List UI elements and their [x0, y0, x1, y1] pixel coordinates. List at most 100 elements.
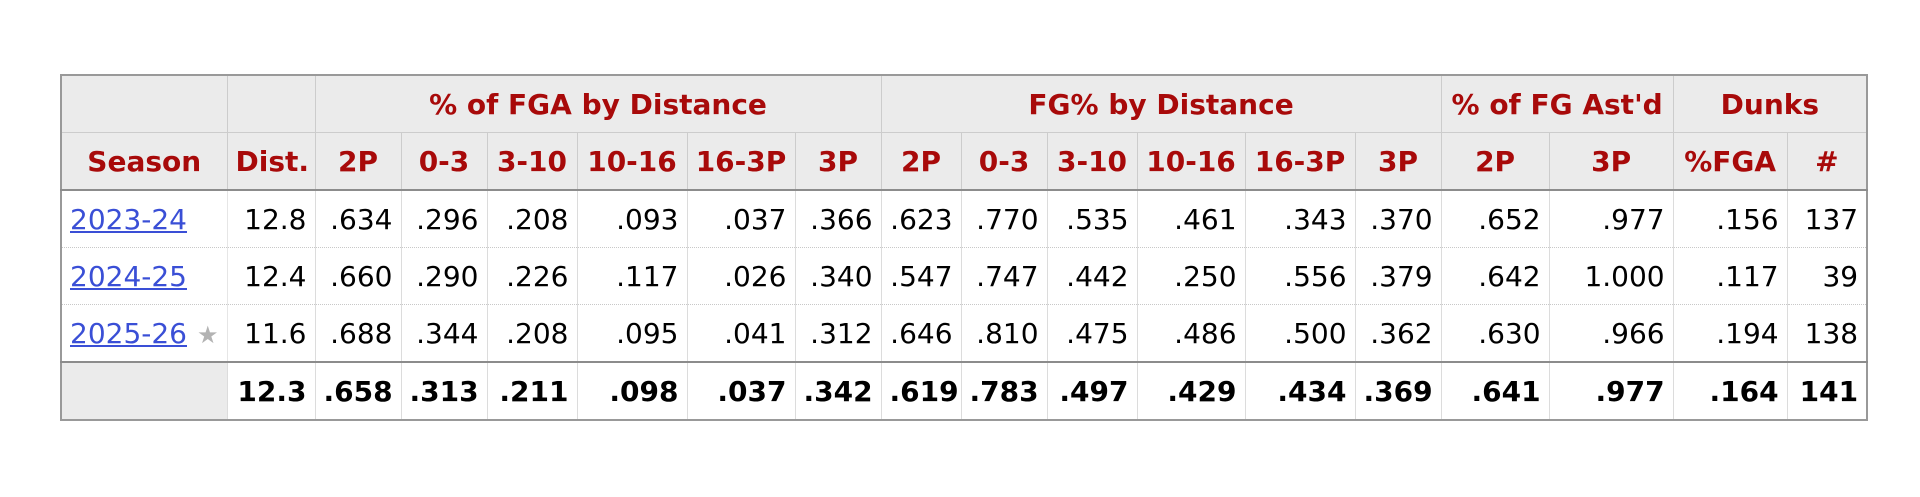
- over-header-row: % of FGA by Distance FG% by Distance % o…: [60, 74, 1868, 133]
- stat-cell-3p: .340: [795, 247, 882, 305]
- column-header-10-16-5[interactable]: 10-16: [576, 132, 688, 191]
- column-header-2p-14[interactable]: 2P: [1440, 132, 1550, 191]
- stat-cell-0-3: .296: [401, 190, 488, 248]
- column-header-count-17[interactable]: #: [1786, 132, 1868, 191]
- column-header-3p-7[interactable]: 3P: [794, 132, 882, 191]
- total-cell-10-16: .429: [1137, 361, 1246, 420]
- stat-cell-10-16: .095: [577, 304, 688, 363]
- stat-cell-16-3p: .037: [687, 190, 796, 248]
- totals-row: 12.3.658.313.211.098.037.342.619.783.497…: [61, 361, 1868, 420]
- star-icon: ★: [197, 320, 219, 349]
- group-header-fg-assisted: % of FG Ast'd: [1440, 74, 1674, 133]
- season-link[interactable]: 2023-24: [70, 202, 187, 236]
- stat-cell-2p: .652: [1441, 190, 1550, 248]
- stat-cell-3-10: .475: [1047, 304, 1138, 363]
- column-header-season-0[interactable]: Season: [60, 132, 228, 191]
- table-row: 2024-25 12.4.660.290.226 .117 .026.340.547.…: [61, 247, 1868, 305]
- total-cell-3p: .977: [1549, 361, 1674, 420]
- column-header-0-3-3[interactable]: 0-3: [400, 132, 488, 191]
- column-header-pctfga-16[interactable]: %FGA: [1672, 132, 1788, 191]
- column-header-0-3-9[interactable]: 0-3: [960, 132, 1048, 191]
- column-header-3p-13[interactable]: 3P: [1354, 132, 1442, 191]
- stat-cell-dist: 12.8: [227, 190, 316, 248]
- total-cell-0-3: .313: [401, 361, 488, 420]
- group-header-dunks: Dunks: [1672, 74, 1868, 133]
- stat-cell-10-16: .250: [1137, 247, 1246, 305]
- stat-cell-pctfga: .156: [1673, 190, 1788, 248]
- table-body: 2023-24 12.8.634.296 .208 .093.037.366.623.…: [61, 190, 1868, 363]
- column-header-3-10-4[interactable]: 3-10: [486, 132, 578, 191]
- stat-cell-0-3: .810: [961, 304, 1048, 363]
- stat-cell-3p: .366: [795, 190, 882, 248]
- total-cell-2p: .658: [315, 361, 402, 420]
- stat-cell-16-3p: .343: [1245, 190, 1356, 248]
- table-row: 2025-26 ★ 11.6.688.344.208.095.041.312.646…: [61, 304, 1868, 363]
- stat-cell-3p: .370: [1355, 190, 1442, 248]
- stat-cell-16-3p: .041: [687, 304, 796, 363]
- total-cell-3p: .369: [1355, 361, 1442, 420]
- group-header-fg-pct-by-distance: FG% by Distance: [880, 74, 1442, 133]
- stat-cell-3-10: .442: [1047, 247, 1138, 305]
- stat-cell-0-3: .747: [961, 247, 1048, 305]
- season-cell: 2025-26 ★: [61, 304, 228, 363]
- stat-cell-0-3: .290: [401, 247, 488, 305]
- table-footer: 12.3.658.313.211.098.037.342.619.783.497…: [61, 361, 1868, 420]
- stat-cell-2p: .623: [881, 190, 962, 248]
- stat-cell-2p: .547: [881, 247, 962, 305]
- total-cell-0-3: .783: [961, 361, 1048, 420]
- stats-table-container: % of FGA by Distance FG% by Distance % o…: [60, 74, 1869, 421]
- stat-cell-pctfga: .117: [1673, 247, 1788, 305]
- stat-cell-2p: .688: [315, 304, 402, 363]
- total-cell-3p: .342: [795, 361, 882, 420]
- column-header-dist-1[interactable]: Dist.: [226, 132, 316, 191]
- stat-cell-0-3: .344: [401, 304, 488, 363]
- stat-cell-0-3: .770: [961, 190, 1048, 248]
- stat-cell-2p: .630: [1441, 304, 1550, 363]
- total-cell-2p: .619: [881, 361, 962, 420]
- stat-cell-3-10: .535: [1047, 190, 1138, 248]
- stat-cell-3p: .362: [1355, 304, 1442, 363]
- column-header-3p-15[interactable]: 3P: [1548, 132, 1674, 191]
- stat-cell-count: 138: [1787, 304, 1868, 363]
- column-header-row: Season Dist. 2P 0-3 3-10 10-16 16-3P 3P 2P 0-3 3-1…: [60, 132, 1868, 191]
- stat-cell-dist: 12.4: [227, 247, 316, 305]
- stat-cell-count: 39: [1787, 247, 1868, 305]
- season-link[interactable]: 2025-26: [70, 316, 187, 350]
- stat-cell-2p: .634: [315, 190, 402, 248]
- stat-cell-10-16: .093: [577, 190, 688, 248]
- stat-cell-16-3p: .026: [687, 247, 796, 305]
- over-header-blank: [226, 74, 316, 133]
- total-cell-count: 141: [1787, 361, 1868, 420]
- group-header-fga-by-distance: % of FGA by Distance: [314, 74, 882, 133]
- total-cell-3-10: .497: [1047, 361, 1138, 420]
- season-cell: 2024-25: [61, 247, 228, 305]
- stat-cell-2p: .660: [315, 247, 402, 305]
- total-cell-2p: .641: [1441, 361, 1550, 420]
- column-header-3-10-10[interactable]: 3-10: [1046, 132, 1138, 191]
- column-header-10-16-11[interactable]: 10-16: [1136, 132, 1246, 191]
- stat-cell-3p: .977: [1549, 190, 1674, 248]
- stat-cell-16-3p: .556: [1245, 247, 1356, 305]
- stat-cell-2p: .642: [1441, 247, 1550, 305]
- total-cell-3-10: .211: [487, 361, 578, 420]
- stat-cell-10-16: .486: [1137, 304, 1246, 363]
- stat-cell-dist: 11.6: [227, 304, 316, 363]
- table-row: 2023-24 12.8.634.296.208.093.037.366.623.…: [61, 190, 1868, 248]
- shooting-stats-table: % of FGA by Distance FG% by Distance % o…: [60, 74, 1869, 421]
- column-header-2p-2[interactable]: 2P: [314, 132, 402, 191]
- total-cell-16-3p: .037: [687, 361, 796, 420]
- column-header-16-3p-12[interactable]: 16-3P: [1244, 132, 1356, 191]
- column-header-2p-8[interactable]: 2P: [880, 132, 962, 191]
- season-link[interactable]: 2024-25: [70, 259, 187, 293]
- totals-label-cell: [61, 361, 228, 420]
- column-header-16-3p-6[interactable]: 16-3P: [686, 132, 796, 191]
- stat-cell-16-3p: .500: [1245, 304, 1356, 363]
- stat-cell-3-10: .226: [487, 247, 578, 305]
- stat-cell-3-10: .208: [487, 304, 578, 363]
- total-cell-16-3p: .434: [1245, 361, 1356, 420]
- stat-cell-3p: 1.000: [1549, 247, 1674, 305]
- stat-cell-count: 137: [1787, 190, 1868, 248]
- stat-cell-3p: .312: [795, 304, 882, 363]
- stat-cell-3p: .966: [1549, 304, 1674, 363]
- stat-cell-3p: .379: [1355, 247, 1442, 305]
